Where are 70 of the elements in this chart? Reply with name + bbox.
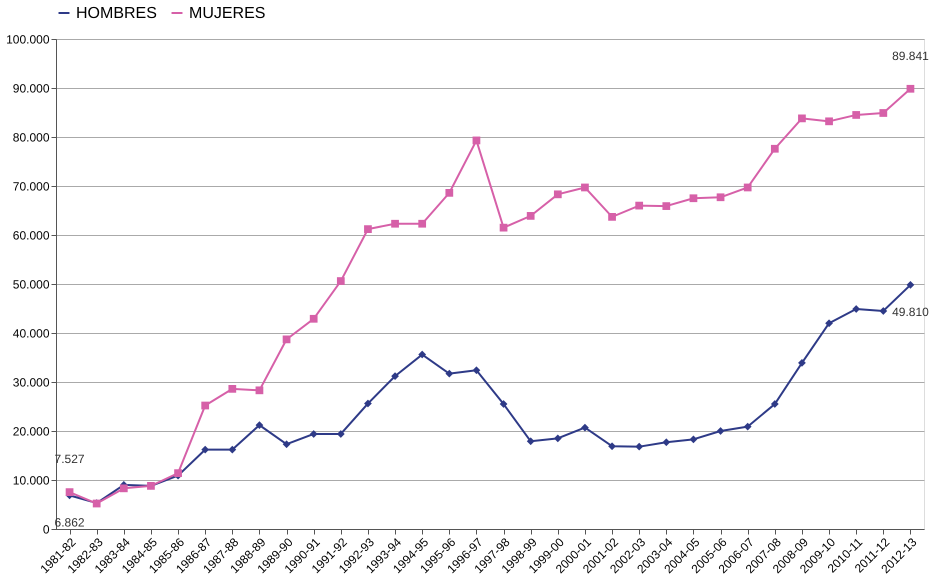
point bbox=[906, 281, 914, 289]
point bbox=[879, 109, 888, 117]
point bbox=[66, 488, 74, 496]
point bbox=[310, 314, 318, 323]
point bbox=[391, 372, 399, 380]
point bbox=[690, 194, 698, 202]
point bbox=[201, 446, 210, 454]
point bbox=[852, 305, 860, 313]
point bbox=[282, 440, 290, 448]
point bbox=[336, 277, 345, 285]
point bbox=[635, 202, 644, 210]
point bbox=[364, 225, 372, 233]
point bbox=[500, 224, 508, 232]
legend-label: MUJERES bbox=[189, 5, 266, 22]
annotation: 89.841 bbox=[892, 48, 930, 63]
y-tick-label: 90.000 bbox=[12, 82, 50, 96]
point bbox=[256, 386, 264, 394]
point bbox=[418, 220, 426, 228]
y-tick-label: 30.000 bbox=[12, 376, 50, 390]
point bbox=[445, 370, 454, 378]
y-tick-label: 40.000 bbox=[12, 326, 50, 340]
point bbox=[472, 366, 480, 374]
point bbox=[445, 188, 454, 197]
point bbox=[554, 434, 562, 442]
y-tick-label: 80.000 bbox=[12, 130, 50, 144]
point bbox=[391, 220, 399, 228]
annotation: 49.810 bbox=[892, 304, 930, 319]
point bbox=[581, 424, 589, 432]
point bbox=[825, 319, 833, 328]
point bbox=[228, 384, 236, 393]
y-tick-label: 0 bbox=[42, 522, 50, 536]
point bbox=[608, 442, 616, 450]
point bbox=[174, 469, 182, 478]
point bbox=[716, 427, 724, 435]
point bbox=[228, 446, 236, 454]
point bbox=[282, 335, 290, 344]
y-tick-label: 20.000 bbox=[12, 424, 50, 438]
point bbox=[798, 359, 806, 367]
point bbox=[554, 190, 562, 198]
y-tick-label: 10.000 bbox=[12, 474, 50, 488]
y-tick-label: 50.000 bbox=[12, 278, 50, 292]
point bbox=[608, 212, 616, 221]
point bbox=[744, 422, 752, 430]
point bbox=[770, 144, 779, 153]
point bbox=[500, 400, 508, 408]
legend-label: HOMBRES bbox=[76, 5, 157, 22]
point bbox=[879, 307, 888, 315]
point bbox=[906, 84, 914, 93]
y-tick-label: 60.000 bbox=[12, 228, 50, 242]
point bbox=[201, 402, 210, 410]
point bbox=[662, 438, 670, 446]
point bbox=[526, 212, 535, 220]
point bbox=[472, 136, 480, 144]
point bbox=[825, 117, 833, 126]
point bbox=[690, 435, 698, 444]
point bbox=[120, 484, 128, 492]
point bbox=[744, 184, 752, 192]
y-tick-label: 100.000 bbox=[6, 32, 50, 46]
point bbox=[364, 400, 372, 408]
point bbox=[581, 184, 589, 192]
point bbox=[716, 193, 724, 202]
y-tick-label: 70.000 bbox=[12, 180, 50, 194]
point bbox=[256, 421, 264, 429]
point bbox=[526, 437, 535, 446]
point bbox=[662, 202, 670, 210]
point bbox=[852, 111, 860, 119]
point bbox=[635, 442, 644, 451]
point bbox=[418, 350, 426, 358]
point bbox=[798, 114, 806, 122]
point bbox=[770, 400, 779, 408]
